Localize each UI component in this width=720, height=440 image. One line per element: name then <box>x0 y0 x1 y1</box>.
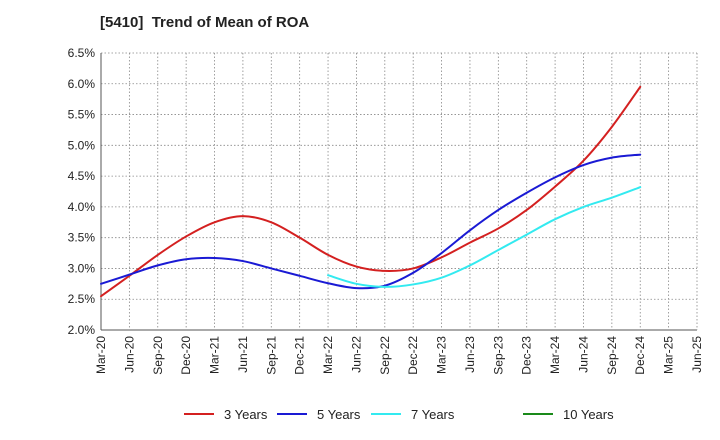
x-tick-label: Mar-24 <box>548 336 562 374</box>
x-tick-label: Sep-23 <box>491 336 505 375</box>
x-tick-label: Sep-24 <box>605 336 619 375</box>
x-tick-label: Mar-20 <box>94 336 108 374</box>
y-tick-label: 3.5% <box>68 231 96 245</box>
series-line-7-years <box>327 186 642 288</box>
legend-label-3-years: 3 Years <box>224 407 268 422</box>
chart-title: [5410] Trend of Mean of ROA <box>100 14 310 31</box>
y-tick-label: 2.5% <box>68 292 96 306</box>
x-tick-label: Dec-21 <box>293 336 307 375</box>
series-line-5-years <box>100 153 642 290</box>
x-tick-label: Dec-22 <box>406 336 420 375</box>
x-tick-label: Mar-22 <box>321 336 335 374</box>
series-line-3-years <box>100 85 642 298</box>
x-tick-label: Jun-25 <box>690 336 704 373</box>
legend-label-7-years: 7 Years <box>411 407 455 422</box>
x-tick-label: Mar-25 <box>662 336 676 374</box>
legend-label-10-years: 10 Years <box>563 407 614 422</box>
x-tick-label: Sep-21 <box>264 336 278 375</box>
y-tick-label: 5.5% <box>68 108 96 122</box>
x-tick-label: Mar-23 <box>435 336 449 374</box>
y-tick-label: 6.0% <box>68 77 96 91</box>
x-tick-label: Mar-21 <box>208 336 222 374</box>
x-tick-label: Dec-23 <box>520 336 534 375</box>
x-tick-label: Dec-24 <box>633 336 647 375</box>
x-tick-label: Jun-22 <box>349 336 363 373</box>
y-tick-label: 4.0% <box>68 200 96 214</box>
y-tick-label: 3.0% <box>68 261 96 275</box>
y-tick-label: 6.5% <box>68 46 96 60</box>
x-tick-label: Jun-21 <box>236 336 250 373</box>
x-tick-label: Sep-20 <box>151 336 165 375</box>
plot-area <box>101 53 697 330</box>
x-tick-label: Dec-20 <box>179 336 193 375</box>
x-tick-label: Jun-20 <box>122 336 136 373</box>
y-tick-label: 4.5% <box>68 169 96 183</box>
x-tick-label: Jun-23 <box>463 336 477 373</box>
y-tick-label: 2.0% <box>68 323 96 337</box>
x-tick-label: Jun-24 <box>576 336 590 373</box>
legend-label-5-years: 5 Years <box>317 407 361 422</box>
x-tick-label: Sep-22 <box>378 336 392 375</box>
y-tick-label: 5.0% <box>68 138 96 152</box>
